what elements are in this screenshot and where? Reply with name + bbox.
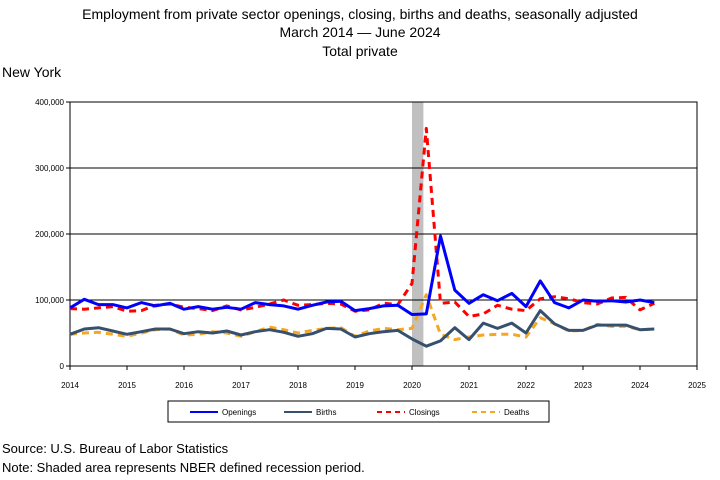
chart-title-line-1: Employment from private sector openings,… xyxy=(82,6,638,22)
area-label: New York xyxy=(2,64,62,80)
x-tick-label: 2019 xyxy=(346,381,364,390)
x-tick-label: 2016 xyxy=(175,381,193,390)
x-tick-label: 2021 xyxy=(460,381,478,390)
series-line-closings xyxy=(69,126,655,318)
x-axis: 2014 2015 2016 2017 2018 2019 2020 2021 2022 2023… xyxy=(61,366,706,390)
source-note: Source: U.S. Bureau of Labor Statistics xyxy=(2,441,229,456)
y-tick-label: 400,000 xyxy=(35,98,64,107)
x-tick-label: 2017 xyxy=(232,381,250,390)
y-tick-label: 0 xyxy=(60,362,65,371)
legend-box xyxy=(167,400,550,423)
legend: Openings Births Closings Deaths xyxy=(167,400,550,423)
recession-note: Note: Shaded area represents NBER define… xyxy=(2,460,365,475)
series-line-deaths xyxy=(69,293,655,342)
chart-title-line-2: March 2014 — June 2024 xyxy=(279,24,441,40)
series-line-openings xyxy=(69,234,655,316)
y-tick-label: 300,000 xyxy=(35,164,64,173)
x-tick-label: 2023 xyxy=(574,381,592,390)
y-axis: 0 100,000 200,000 300,000 400,000 xyxy=(35,98,70,371)
x-tick-label: 2024 xyxy=(631,381,649,390)
y-tick-label: 200,000 xyxy=(35,230,64,239)
legend-label-closings: Closings xyxy=(409,408,440,417)
x-tick-label: 2015 xyxy=(118,381,136,390)
x-tick-label: 2025 xyxy=(688,381,706,390)
x-tick-label: 2022 xyxy=(517,381,535,390)
chart-title-line-3: Total private xyxy=(322,43,398,59)
legend-label-openings: Openings xyxy=(222,408,256,417)
y-tick-label: 100,000 xyxy=(35,296,64,305)
legend-label-births: Births xyxy=(316,408,336,417)
x-tick-label: 2018 xyxy=(289,381,307,390)
series-line-births xyxy=(69,309,655,348)
grid-lines xyxy=(70,167,697,301)
legend-label-deaths: Deaths xyxy=(504,408,529,417)
series-lines xyxy=(69,126,655,348)
x-tick-label: 2020 xyxy=(403,381,421,390)
x-tick-label: 2014 xyxy=(61,381,79,390)
